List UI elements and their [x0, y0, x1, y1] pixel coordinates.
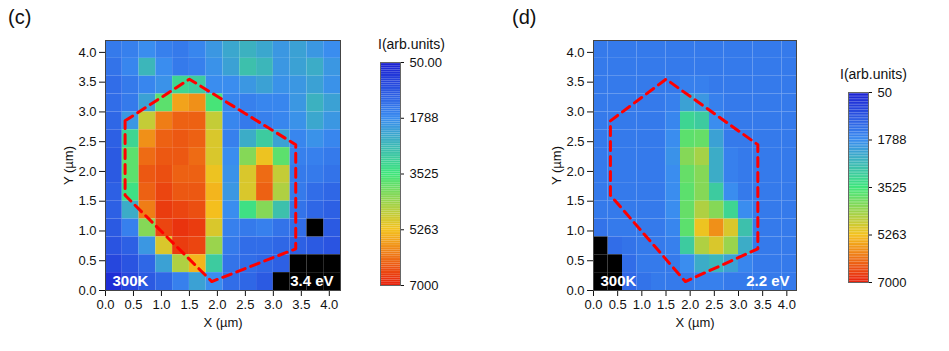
svg-text:3.0: 3.0 [264, 297, 282, 312]
svg-text:X (µm): X (µm) [675, 315, 714, 330]
svg-text:3.5: 3.5 [292, 297, 310, 312]
svg-text:2.5: 2.5 [566, 134, 584, 149]
svg-text:Y (µm): Y (µm) [549, 146, 564, 185]
svg-text:0.0: 0.0 [78, 283, 96, 298]
svg-text:4.0: 4.0 [566, 45, 584, 60]
svg-text:0.5: 0.5 [78, 253, 96, 268]
html-text:(d): (d) [512, 6, 537, 28]
svg-text:1.5: 1.5 [78, 193, 96, 208]
svg-text:2.0: 2.0 [681, 297, 699, 312]
html-text:I(arb.units): I(arb.units) [378, 36, 445, 52]
svg-text:0.5: 0.5 [566, 253, 584, 268]
svg-text:1.5: 1.5 [566, 193, 584, 208]
svg-text:1.5: 1.5 [657, 297, 675, 312]
svg-text:0.0: 0.0 [584, 297, 602, 312]
svg-text:5263: 5263 [410, 222, 439, 237]
svg-text:3.4 eV: 3.4 eV [290, 272, 333, 289]
svg-text:1.0: 1.0 [78, 223, 96, 238]
svg-text:50.00: 50.00 [410, 55, 443, 70]
svg-text:1788: 1788 [878, 132, 907, 147]
svg-text:0.0: 0.0 [96, 297, 114, 312]
svg-text:2.5: 2.5 [705, 297, 723, 312]
svg-text:3.5: 3.5 [754, 297, 772, 312]
svg-text:1788: 1788 [410, 110, 439, 125]
svg-text:4.0: 4.0 [78, 45, 96, 60]
svg-text:0.0: 0.0 [566, 283, 584, 298]
svg-text:3.5: 3.5 [566, 74, 584, 89]
svg-text:2.0: 2.0 [208, 297, 226, 312]
svg-text:0.5: 0.5 [609, 297, 627, 312]
svg-text:4.0: 4.0 [320, 297, 338, 312]
svg-text:1.0: 1.0 [152, 297, 170, 312]
svg-text:3.0: 3.0 [566, 104, 584, 119]
html-text:I(arb.units): I(arb.units) [840, 66, 907, 82]
svg-text:300K: 300K [113, 272, 149, 289]
svg-text:3525: 3525 [878, 180, 907, 195]
svg-text:3.0: 3.0 [78, 104, 96, 119]
svg-text:2.2 eV: 2.2 eV [746, 272, 789, 289]
svg-text:2.5: 2.5 [236, 297, 254, 312]
svg-text:Y (µm): Y (µm) [61, 146, 76, 185]
html-text:(c): (c) [8, 6, 32, 28]
svg-text:0.5: 0.5 [124, 297, 142, 312]
svg-text:3525: 3525 [410, 166, 439, 181]
svg-text:7000: 7000 [410, 278, 439, 293]
svg-text:7000: 7000 [878, 275, 907, 290]
svg-text:2.0: 2.0 [566, 164, 584, 179]
svg-text:3.5: 3.5 [78, 74, 96, 89]
svg-text:1.0: 1.0 [633, 297, 651, 312]
svg-text:5263: 5263 [878, 227, 907, 242]
svg-text:4.0: 4.0 [778, 297, 796, 312]
svg-text:3.0: 3.0 [729, 297, 747, 312]
svg-text:1.0: 1.0 [566, 223, 584, 238]
svg-text:X (µm): X (µm) [203, 315, 242, 330]
svg-text:300K: 300K [601, 272, 637, 289]
svg-text:50: 50 [878, 85, 892, 100]
svg-text:2.5: 2.5 [78, 134, 96, 149]
svg-text:2.0: 2.0 [78, 164, 96, 179]
svg-text:1.5: 1.5 [180, 297, 198, 312]
